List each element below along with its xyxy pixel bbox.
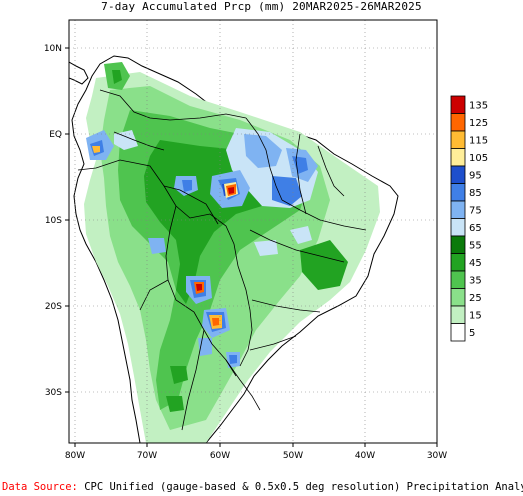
lat-label: EQ [49,130,62,140]
legend-label: 15 [469,310,482,321]
legend-label: 115 [469,135,488,146]
map-frame [68,19,438,444]
legend-swatch [450,95,466,114]
legend-swatch [450,113,466,132]
data-source-label: Data Source: [2,481,78,493]
legend-swatch [450,165,466,184]
legend-label: 25 [469,293,482,304]
lon-label: 50W [283,451,303,461]
legend-label: 125 [469,118,488,129]
legend-swatch [450,323,466,342]
graticule [69,20,437,443]
legend-swatch [450,183,466,202]
legend-label: 65 [469,223,482,234]
lon-label: 30W [427,451,447,461]
lat-label: 30S [45,388,62,398]
data-source-line: Data Source: CPC Unified (gauge-based & … [2,481,523,493]
legend-colorbar: 135 125 115 105 95 85 75 65 55 45 35 25 15 5 [450,95,488,342]
map-content [69,20,437,443]
lat-label: 10N [44,44,62,54]
legend-label: 135 [469,100,488,111]
lon-label: 60W [210,451,230,461]
axis-ticks [65,47,438,447]
legend-label: 5 [469,328,475,339]
legend-swatch [450,235,466,254]
legend-swatch [450,130,466,149]
legend-swatch [450,270,466,289]
lon-label: 70W [137,451,157,461]
legend-swatch [450,218,466,237]
data-source-text: CPC Unified (gauge-based & 0.5x0.5 deg r… [84,481,523,493]
precip-shading [84,62,380,443]
map-title: 7-day Accumulated Prcp (mm) 20MAR2025-26… [101,0,422,13]
legend-label: 45 [469,258,482,269]
lat-labels: 10N EQ 10S 20S 30S [44,44,62,398]
lat-label: 20S [45,302,62,312]
legend-label: 75 [469,205,482,216]
legend-swatch [450,305,466,324]
lon-label: 40W [355,451,375,461]
lon-labels: 80W 70W 60W 50W 40W 30W [65,451,447,461]
lon-label: 80W [65,451,85,461]
legend-label: 35 [469,275,482,286]
legend-label: 95 [469,170,482,181]
lat-label: 10S [45,216,62,226]
legend-swatch [450,148,466,167]
legend-label: 55 [469,240,482,251]
legend-swatch [450,288,466,307]
legend-label: 85 [469,188,482,199]
central-america-land [69,61,89,85]
legend-swatch [450,253,466,272]
legend-swatch [450,200,466,219]
legend-label: 105 [469,153,488,164]
